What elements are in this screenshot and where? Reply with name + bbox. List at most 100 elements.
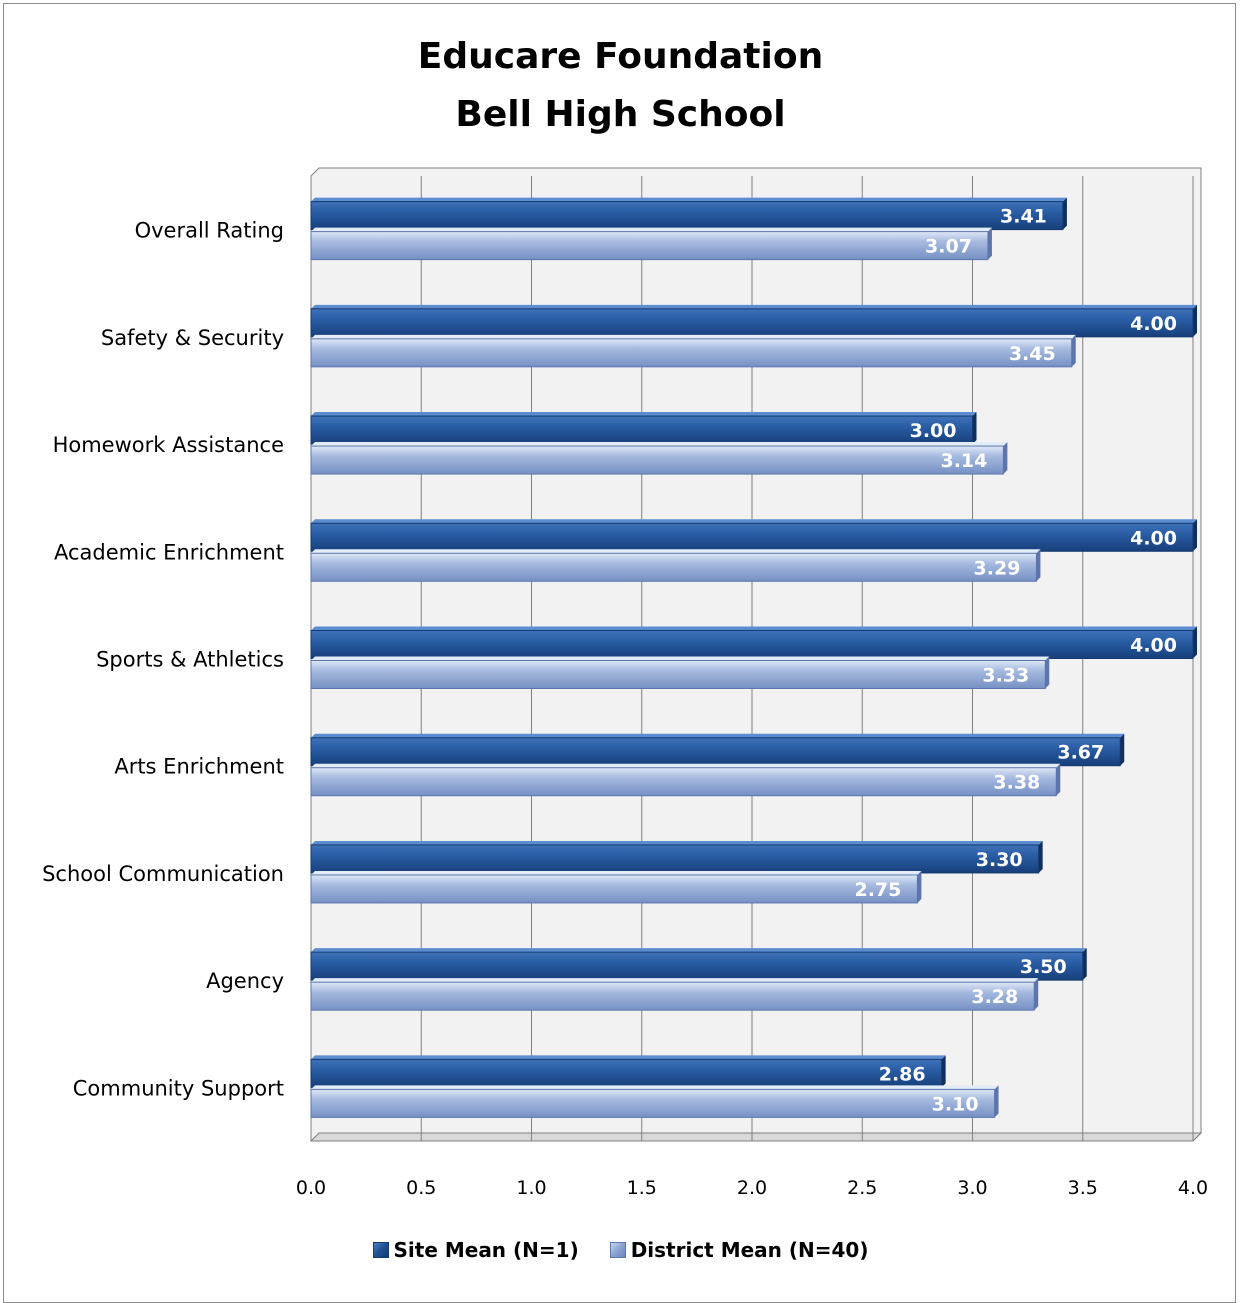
site-mean-data-label: 3.30 bbox=[976, 849, 1023, 871]
district-mean-bar-top bbox=[311, 549, 1041, 554]
district-mean-data-label: 3.33 bbox=[982, 665, 1029, 687]
category-label: Homework Assistance bbox=[53, 433, 284, 457]
district-mean-bar-side bbox=[1003, 442, 1008, 475]
chart-title-line-2: Bell High School bbox=[455, 94, 786, 135]
site-mean-bar-top bbox=[311, 412, 977, 417]
district-mean-data-label: 3.28 bbox=[971, 986, 1018, 1008]
category-label: Academic Enrichment bbox=[54, 540, 284, 564]
site-mean-bar-top bbox=[311, 626, 1197, 631]
legend-item-district: District Mean (N=40) bbox=[609, 1238, 869, 1262]
district-mean-bar bbox=[310, 231, 989, 261]
category-label: School Communication bbox=[42, 862, 284, 886]
site-mean-bar-side bbox=[1082, 948, 1087, 981]
site-mean-bar-top bbox=[311, 197, 1067, 202]
x-tick-label: 2.5 bbox=[847, 1177, 877, 1199]
district-mean-bar-side bbox=[994, 1085, 999, 1118]
category-label: Sports & Athletics bbox=[96, 648, 284, 672]
x-tick-label: 3.5 bbox=[1068, 1177, 1098, 1199]
district-mean-bar bbox=[310, 767, 1057, 797]
site-mean-bar bbox=[310, 737, 1121, 767]
district-mean-bar-top bbox=[311, 763, 1061, 768]
bars-group bbox=[310, 197, 1197, 1118]
district-mean-bar-top bbox=[311, 442, 1008, 447]
site-mean-bar-top bbox=[311, 304, 1197, 309]
district-mean-data-label: 3.14 bbox=[940, 450, 987, 472]
x-tick-label: 2.0 bbox=[737, 1177, 767, 1199]
district-mean-bar-top bbox=[311, 656, 1050, 661]
district-mean-bar-top bbox=[311, 227, 992, 232]
site-mean-bar-top bbox=[311, 840, 1043, 845]
legend: Site Mean (N=1) District Mean (N=40) bbox=[0, 1238, 1241, 1263]
district-mean-data-label: 3.38 bbox=[993, 772, 1040, 794]
legend-item-site: Site Mean (N=1) bbox=[372, 1238, 579, 1262]
district-mean-bar-top bbox=[311, 870, 922, 875]
site-mean-bar-top bbox=[311, 733, 1125, 738]
site-mean-data-label: 3.50 bbox=[1020, 956, 1067, 978]
district-mean-bar bbox=[310, 874, 918, 904]
district-mean-data-label: 3.45 bbox=[1009, 343, 1056, 365]
site-mean-data-label: 4.00 bbox=[1130, 313, 1177, 335]
site-mean-data-label: 3.41 bbox=[1000, 206, 1047, 228]
district-mean-bar-side bbox=[987, 227, 992, 260]
district-mean-bar-side bbox=[1034, 978, 1039, 1011]
site-mean-bar bbox=[310, 522, 1194, 552]
site-mean-data-label: 4.00 bbox=[1130, 635, 1177, 657]
category-label: Safety & Security bbox=[101, 326, 284, 350]
site-mean-bar-side bbox=[1120, 733, 1125, 766]
site-mean-data-label: 3.67 bbox=[1057, 742, 1104, 764]
site-mean-bar-side bbox=[941, 1055, 946, 1088]
x-tick-label: 3.0 bbox=[957, 1177, 987, 1199]
legend-label-site: Site Mean (N=1) bbox=[393, 1238, 579, 1262]
district-mean-bar-top bbox=[311, 978, 1039, 983]
site-mean-bar-side bbox=[1062, 197, 1067, 230]
site-mean-bar bbox=[310, 1058, 943, 1088]
district-mean-bar-side bbox=[1056, 763, 1061, 796]
district-mean-bar bbox=[310, 660, 1046, 689]
category-label: Agency bbox=[206, 969, 284, 993]
site-mean-bar bbox=[310, 201, 1064, 231]
district-mean-bar bbox=[310, 981, 1035, 1011]
site-mean-bar-top bbox=[311, 1055, 946, 1060]
district-mean-data-label: 2.75 bbox=[854, 879, 901, 901]
x-tick-label: 0.5 bbox=[406, 1177, 436, 1199]
district-mean-bar bbox=[310, 552, 1037, 582]
site-mean-bar-side bbox=[1038, 840, 1043, 873]
site-mean-data-label: 4.00 bbox=[1130, 527, 1177, 549]
site-mean-bar-top bbox=[311, 948, 1087, 953]
site-mean-bar-side bbox=[972, 412, 977, 445]
x-tick-label: 1.5 bbox=[627, 1177, 657, 1199]
site-mean-bar bbox=[310, 844, 1040, 874]
district-mean-bar-side bbox=[917, 870, 922, 903]
site-mean-bar bbox=[310, 630, 1194, 659]
x-tick-label: 0.0 bbox=[296, 1177, 326, 1199]
labels-group: 3.41 3.07 4.00 3.45 3.00 3.14 4.00 3.29 4.00 3.33… bbox=[854, 206, 1177, 1116]
category-label: Overall Rating bbox=[135, 219, 284, 243]
legend-label-district: District Mean (N=40) bbox=[630, 1238, 869, 1262]
category-label: Arts Enrichment bbox=[114, 755, 284, 779]
site-mean-bar-side bbox=[1193, 519, 1197, 552]
y-axis-categories: Overall Rating Safety & Security Homework … bbox=[42, 219, 284, 1101]
chart-title-line-1: Educare Foundation bbox=[417, 36, 824, 77]
site-mean-bar-side bbox=[1193, 626, 1197, 659]
district-mean-bar-top bbox=[311, 334, 1076, 339]
district-mean-data-label: 3.10 bbox=[932, 1093, 979, 1115]
category-label: Community Support bbox=[73, 1076, 284, 1100]
district-mean-bar-side bbox=[1036, 549, 1041, 582]
x-tick-label: 4.0 bbox=[1178, 1177, 1208, 1199]
district-mean-bar-side bbox=[1045, 656, 1050, 689]
site-mean-bar-side bbox=[1193, 304, 1197, 337]
district-mean-bar-side bbox=[1071, 334, 1076, 367]
legend-swatch-district bbox=[609, 1242, 626, 1258]
site-mean-data-label: 2.86 bbox=[879, 1063, 926, 1085]
site-mean-bar bbox=[310, 951, 1084, 981]
x-axis-ticks: 0.0 0.5 1.0 1.5 2.0 2.5 3.0 3.5 4.0 bbox=[296, 1177, 1208, 1199]
site-mean-bar-top bbox=[311, 519, 1197, 524]
district-mean-bar bbox=[310, 1088, 996, 1118]
district-mean-bar-top bbox=[311, 1085, 999, 1090]
district-mean-data-label: 3.07 bbox=[925, 236, 972, 258]
site-mean-bar bbox=[310, 308, 1194, 338]
site-mean-bar bbox=[310, 415, 973, 445]
x-tick-label: 1.0 bbox=[516, 1177, 546, 1199]
legend-swatch-site bbox=[372, 1242, 389, 1258]
